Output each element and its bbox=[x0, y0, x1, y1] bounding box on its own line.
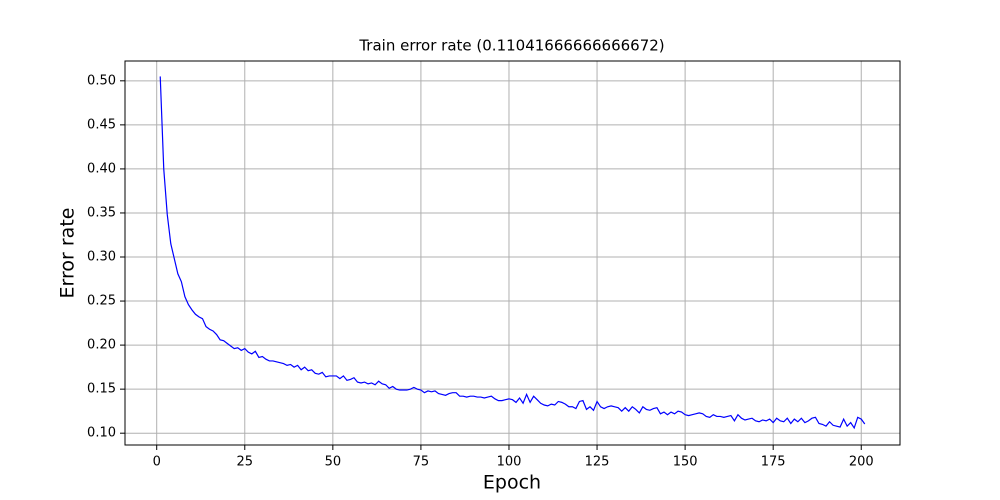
plot-frame bbox=[124, 60, 901, 446]
chart-title: Train error rate (0.11041666666666672) bbox=[358, 37, 664, 55]
y-tick-label: 0.10 bbox=[87, 426, 116, 441]
x-axis-label: Epoch bbox=[483, 472, 541, 494]
y-tick-label: 0.20 bbox=[87, 338, 116, 353]
y-tick-label: 0.40 bbox=[87, 161, 116, 176]
x-tick-label: 175 bbox=[761, 455, 786, 470]
x-tick-label: 50 bbox=[325, 455, 342, 470]
x-tick-label: 150 bbox=[673, 455, 698, 470]
y-tick-label: 0.50 bbox=[87, 73, 116, 88]
data-line bbox=[159, 76, 866, 430]
y-axis-label: Error rate bbox=[57, 208, 79, 299]
x-tick-label: 200 bbox=[849, 455, 874, 470]
y-tick-label: 0.15 bbox=[87, 382, 116, 397]
x-tick-label: 75 bbox=[413, 455, 430, 470]
x-tick-label: 125 bbox=[585, 455, 610, 470]
x-tick-label: 0 bbox=[153, 455, 161, 470]
y-tick-label: 0.35 bbox=[87, 205, 116, 220]
x-tick-label: 100 bbox=[497, 455, 522, 470]
y-tick-label: 0.30 bbox=[87, 250, 116, 265]
y-tick-label: 0.45 bbox=[87, 117, 116, 132]
x-tick-label: 25 bbox=[236, 455, 253, 470]
y-tick-label: 0.25 bbox=[87, 294, 116, 309]
